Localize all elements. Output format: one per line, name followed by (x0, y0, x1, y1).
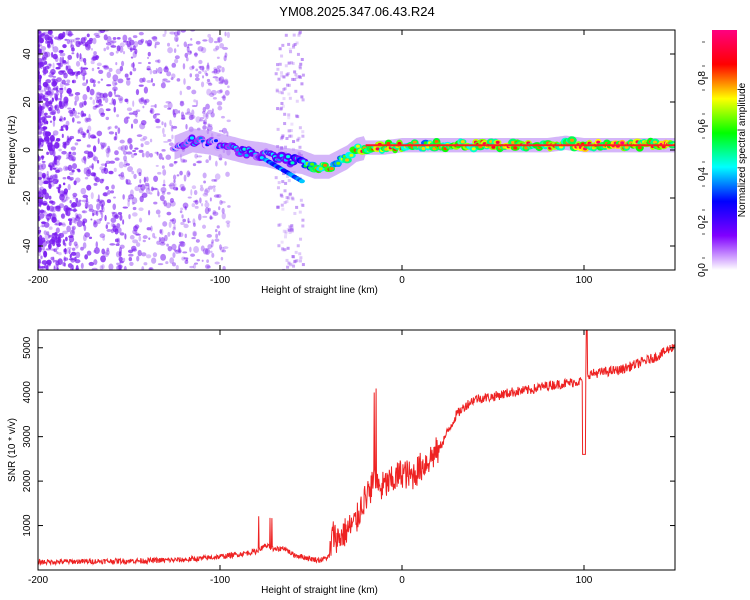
x-axis-label: Height of straight line (km) (261, 285, 378, 296)
y-tick-label: 1000 (22, 514, 33, 537)
y-tick-label: 5000 (22, 336, 33, 359)
y-axis-label: SNR (10 * v/v) (7, 418, 18, 482)
colorbar-tick-label: 0.2 (697, 215, 708, 229)
x-tick-label: 0 (399, 275, 405, 286)
colorbar-tick-label: 0.4 (697, 167, 708, 181)
x-tick-label: -200 (28, 575, 48, 586)
colorbar: 0.0 0.2 0.4 0.6 0.8 Normalized spectral ampli… (697, 30, 748, 277)
chart-title: YM08.2025.347.06.43.R24 (279, 4, 434, 19)
colorbar-tick-label: 0.8 (697, 71, 708, 85)
x-tick-label: 100 (576, 275, 593, 286)
x-tick-label: -100 (210, 575, 230, 586)
y-tick-label: 2000 (22, 470, 33, 493)
y-tick-label: 3000 (22, 425, 33, 448)
snr-line (38, 330, 675, 567)
y-tick-label: -20 (22, 190, 33, 205)
x-tick-label: 0 (399, 575, 405, 586)
y-tick-label: 4000 (22, 381, 33, 404)
colorbar-tick-label: 0.6 (697, 119, 708, 133)
y-axis-label: Frequency (Hz) (7, 116, 18, 185)
plot-background (38, 330, 675, 570)
y-tick-label: 20 (22, 96, 33, 108)
x-tick-label: -200 (28, 275, 48, 286)
colorbar-tick-label: 0.0 (697, 263, 708, 277)
x-tick-label: -100 (210, 275, 230, 286)
colorbar-label: Normalized spectral amplitude (737, 82, 748, 217)
snr-panel: -200 -100 0 100 1000 2000 3000 4000 5000 Height o… (7, 329, 676, 596)
y-tick-label: 40 (22, 48, 33, 60)
spectrogram-image (38, 30, 675, 270)
x-axis-label: Height of straight line (km) (261, 585, 378, 596)
x-tick-label: 100 (576, 575, 593, 586)
snr-series (38, 330, 675, 567)
ridge-band (169, 128, 675, 184)
plot-frame (37, 329, 676, 571)
y-tick-label: 0 (22, 147, 33, 153)
colorbar-gradient (712, 30, 737, 270)
noise-speckle (38, 30, 305, 270)
y-tick-label: -40 (22, 238, 33, 253)
